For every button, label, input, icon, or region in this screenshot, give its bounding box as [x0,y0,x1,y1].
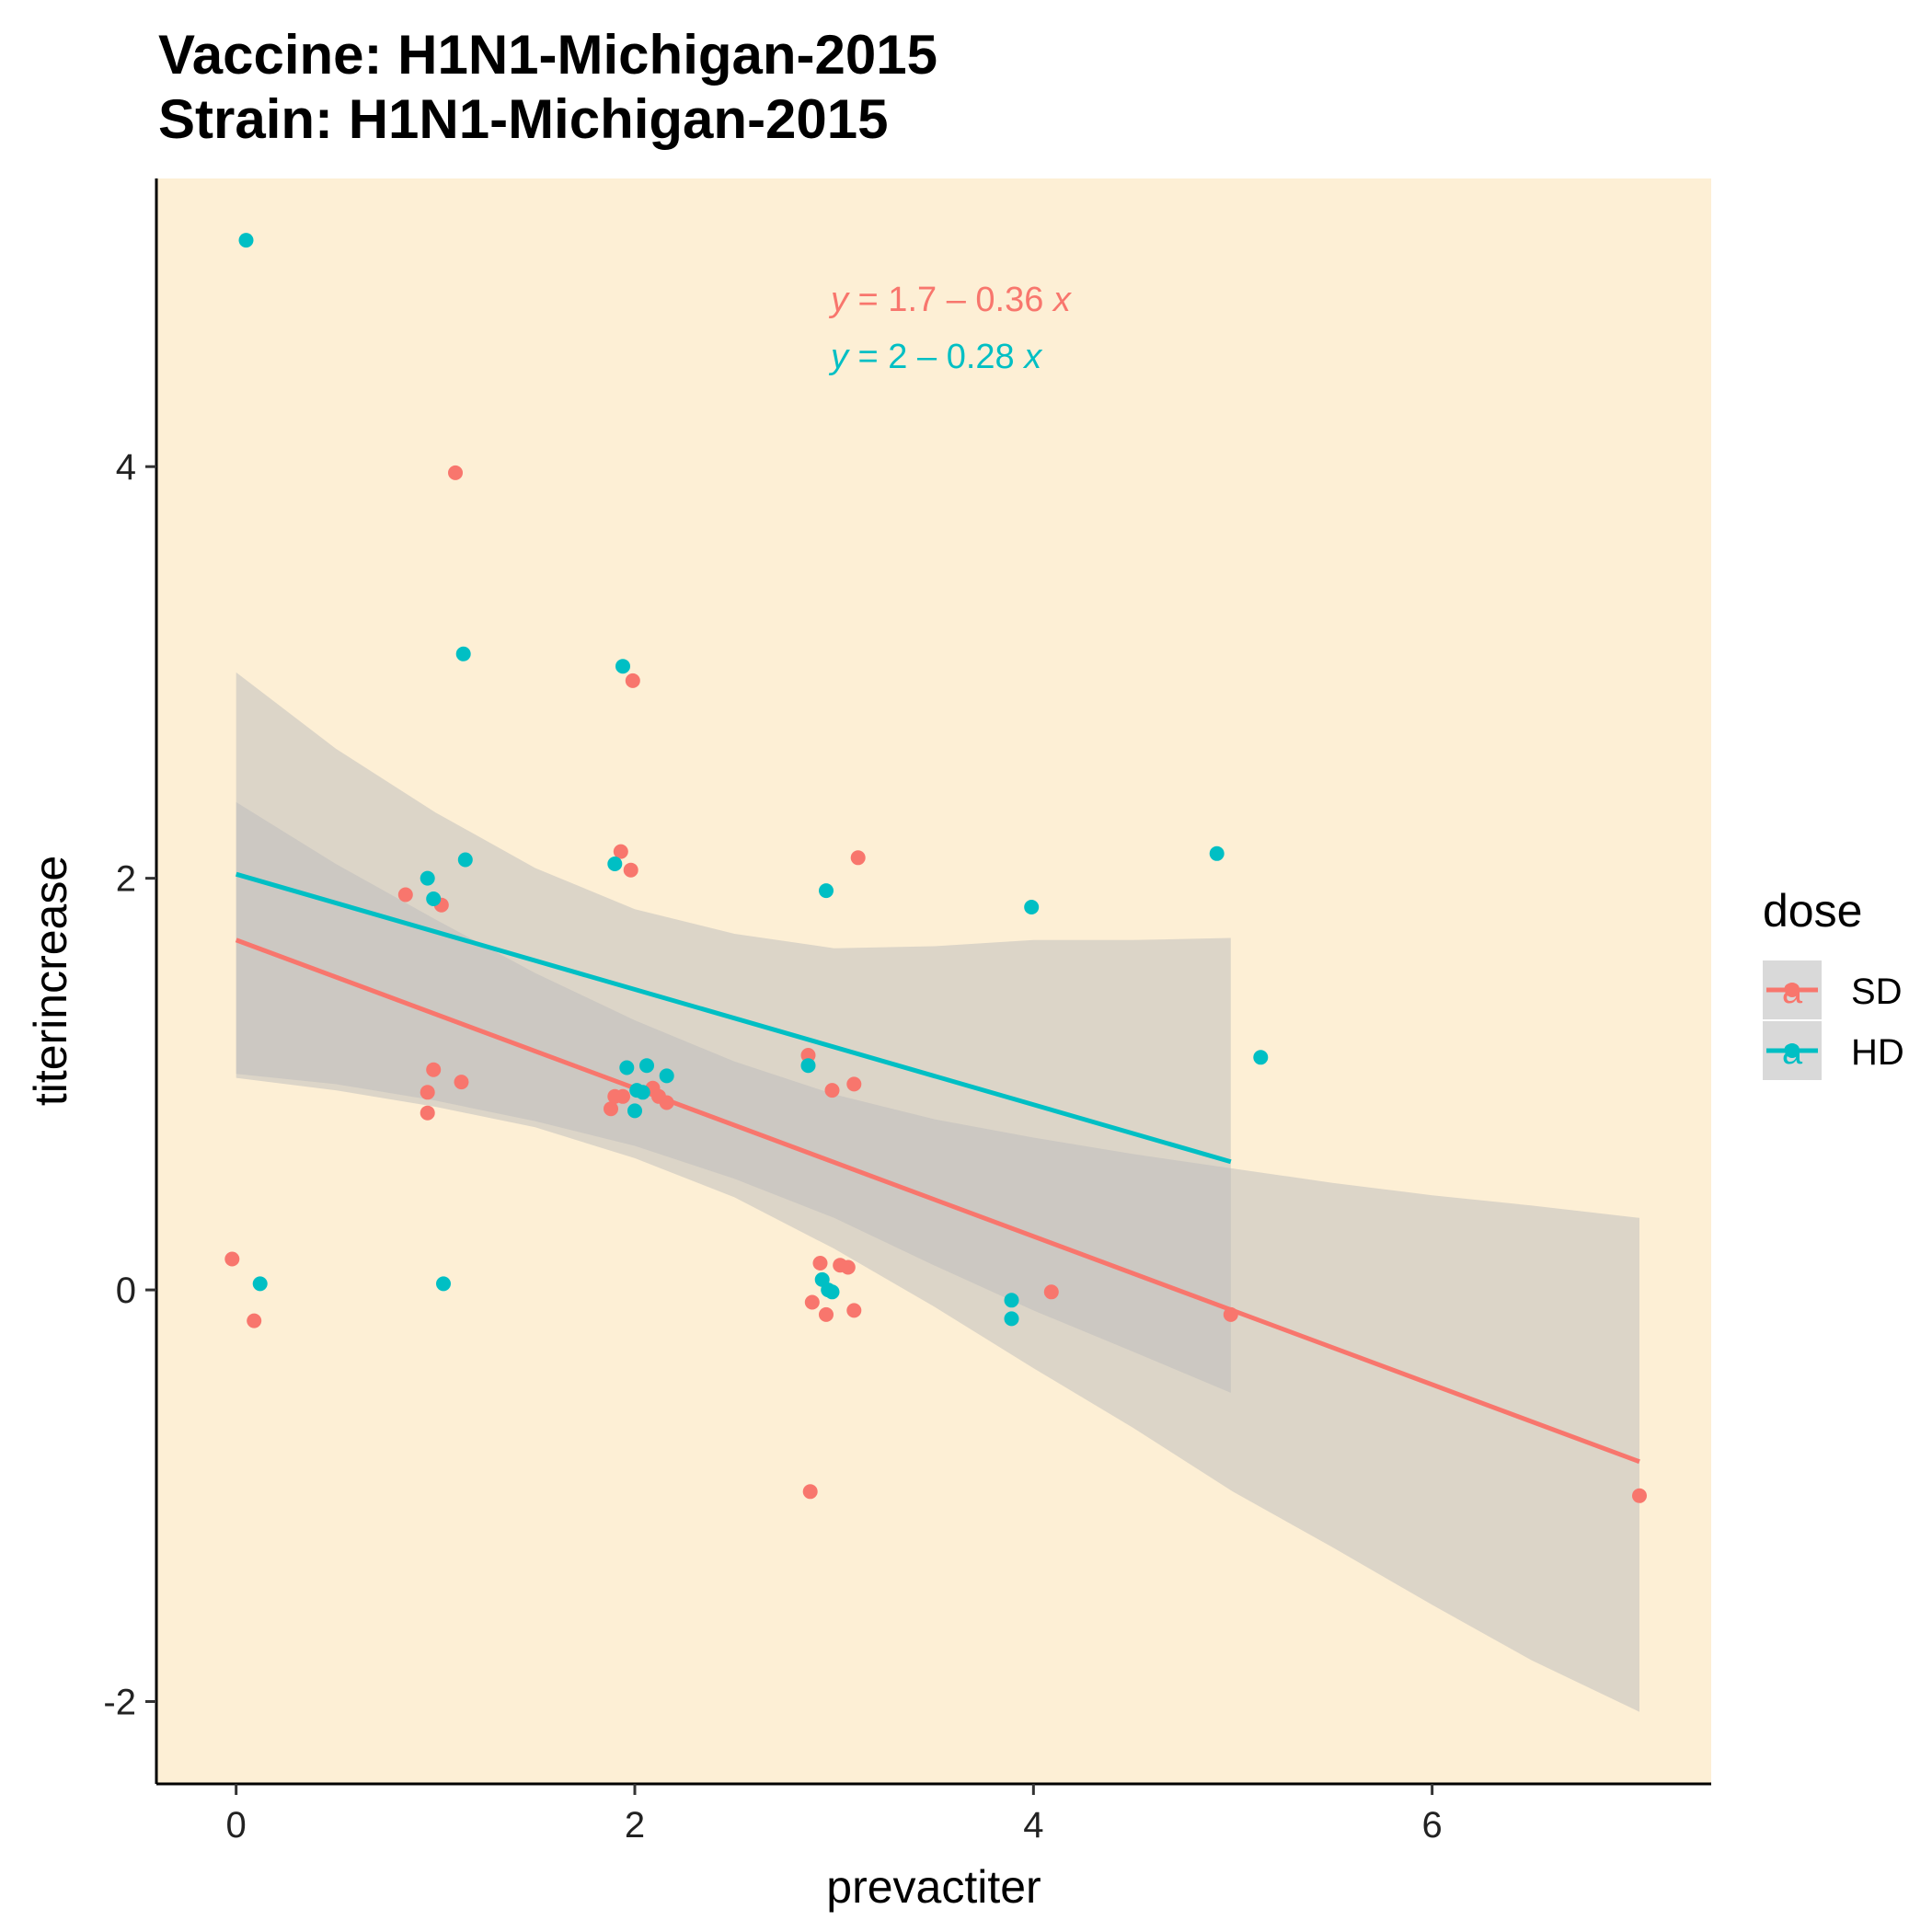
equation-hd: y = 2 – 0.28 x [828,338,1043,376]
point-sd [420,1105,435,1121]
x-tick-label: 2 [625,1805,645,1846]
fit-line-sd [235,937,1640,1465]
point-sd [812,1256,828,1271]
point-hd [252,1276,268,1292]
point-sd [454,1075,469,1090]
point-hd [436,1276,451,1292]
point-sd [420,1085,435,1100]
x-axis-ticks: 0 2 4 6 [226,1784,1443,1846]
point-sd [846,1303,862,1318]
point-sd [1632,1488,1647,1503]
fit-line-hd [235,871,1232,1165]
x-tick-label: 6 [1422,1805,1443,1846]
point-sd [802,1484,818,1500]
y-axis-ticks: -2 0 2 4 [103,447,156,1723]
point-hd [819,883,834,899]
point-hd [1253,1050,1269,1065]
point-hd [420,870,435,886]
point-sd [397,887,413,903]
point-hd [619,1060,635,1075]
legend-key-glyph-sd: a [1782,971,1803,1011]
point-sd [659,1095,674,1110]
point-sd [604,1101,618,1117]
legend-key-glyph-hd: a [1782,1031,1803,1072]
point-hd [659,1068,674,1084]
y-tick-label: -2 [103,1683,136,1723]
point-sd [224,1251,240,1267]
point-sd [615,1088,630,1104]
point-sd [1043,1284,1059,1300]
legend-key-point-sd [1785,983,1800,997]
confidence-bands [236,672,1640,1712]
point-sd [819,1306,834,1322]
equation-sd: y = 1.7 – 0.36 x [828,281,1073,319]
y-tick-label: 2 [116,859,136,900]
point-sd [613,844,628,859]
legend-label-hd: HD [1851,1032,1904,1073]
point-hd [635,1085,650,1100]
legend-title: dose [1763,885,1862,937]
chart-title-line-2: Strain: H1N1-Michigan-2015 [158,88,889,150]
y-axis-title: titerincrease [25,856,76,1106]
point-sd [1223,1306,1238,1322]
data-points [224,233,1647,1503]
equation-sd-body: = 1.7 – 0.36 [848,281,1053,319]
point-sd [804,1294,820,1310]
equation-hd-y: y [828,338,850,376]
ci-band-hd [236,672,1231,1393]
point-sd [800,1048,816,1063]
equation-sd-y: y [828,281,850,319]
equation-sd-x: x [1052,281,1073,319]
point-hd [457,852,473,868]
point-sd [850,850,866,866]
x-tick-label: 0 [226,1805,247,1846]
point-hd [1004,1311,1019,1327]
point-hd [627,1103,642,1119]
point-hd [1004,1293,1019,1308]
point-hd [1024,900,1040,914]
point-hd [607,857,623,871]
point-hd [824,1284,840,1300]
regression-lines [235,871,1640,1465]
point-sd [824,1083,840,1098]
point-hd [800,1058,816,1074]
legend-label-sd: SD [1851,972,1903,1012]
x-tick-label: 4 [1023,1805,1043,1846]
point-hd [426,891,442,906]
y-tick-label: 0 [116,1271,136,1311]
point-sd [426,1062,442,1077]
equation-hd-x: x [1022,338,1043,376]
point-hd [1209,845,1225,861]
point-sd [623,862,638,878]
point-sd [840,1259,856,1275]
chart-title-line-1: Vaccine: H1N1-Michigan-2015 [158,24,937,86]
point-sd [625,673,640,688]
point-sd [846,1076,862,1092]
y-tick-label: 4 [116,447,136,488]
point-sd [247,1313,262,1328]
legend-key-point-hd [1785,1043,1800,1058]
point-hd [639,1058,654,1074]
point-sd [448,465,463,480]
point-hd [238,233,254,248]
x-axis-title: prevactiter [826,1861,1041,1913]
legend: dose aa SD HD [1763,885,1904,1080]
point-hd [615,659,630,674]
equation-hd-body: = 2 – 0.28 [848,338,1024,376]
regression-equations: y = 1.7 – 0.36 x y = 2 – 0.28 x [828,281,1073,376]
point-hd [455,646,471,661]
